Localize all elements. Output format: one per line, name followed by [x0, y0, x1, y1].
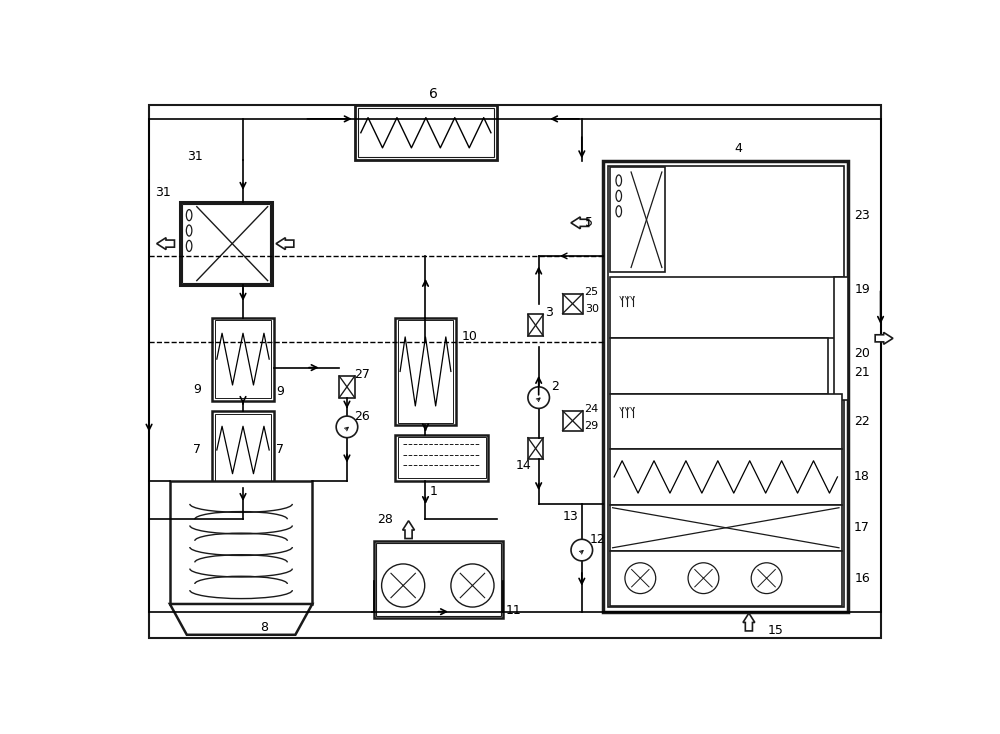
- Circle shape: [625, 563, 656, 594]
- Text: 22: 22: [854, 415, 870, 428]
- Polygon shape: [743, 613, 755, 631]
- Text: 7: 7: [276, 443, 284, 457]
- Bar: [610, 277, 842, 338]
- Bar: [528, 314, 543, 336]
- Bar: [610, 338, 828, 393]
- Text: 9: 9: [276, 385, 284, 398]
- Text: 27: 27: [354, 368, 370, 381]
- Circle shape: [336, 416, 358, 437]
- Text: 3: 3: [546, 306, 553, 319]
- Bar: [528, 437, 543, 459]
- Polygon shape: [157, 238, 174, 250]
- Bar: [182, 204, 270, 283]
- Text: 15: 15: [768, 624, 784, 636]
- Bar: [395, 318, 456, 425]
- Ellipse shape: [616, 175, 622, 186]
- Text: 14: 14: [515, 459, 531, 472]
- Bar: [610, 393, 842, 449]
- Bar: [398, 320, 453, 423]
- Bar: [834, 277, 848, 400]
- Ellipse shape: [186, 241, 192, 252]
- Bar: [339, 376, 355, 398]
- Text: 6: 6: [429, 87, 438, 101]
- Circle shape: [382, 564, 425, 607]
- Text: 1: 1: [430, 485, 438, 498]
- Bar: [608, 166, 844, 607]
- Bar: [610, 505, 842, 550]
- Text: 8: 8: [260, 620, 268, 633]
- Ellipse shape: [186, 225, 192, 236]
- Text: 13: 13: [562, 509, 578, 523]
- Circle shape: [528, 387, 549, 408]
- Text: 7: 7: [193, 443, 201, 457]
- Bar: [395, 435, 488, 481]
- Bar: [376, 543, 501, 616]
- Text: 10: 10: [461, 330, 477, 343]
- Text: 12: 12: [589, 533, 605, 546]
- Bar: [170, 481, 312, 604]
- Bar: [358, 108, 494, 157]
- Bar: [563, 294, 583, 313]
- Bar: [355, 105, 497, 161]
- Text: 19: 19: [854, 283, 870, 296]
- Bar: [374, 541, 503, 618]
- Text: 31: 31: [155, 186, 171, 200]
- Polygon shape: [875, 333, 893, 344]
- Polygon shape: [571, 217, 589, 229]
- Text: 5: 5: [585, 217, 593, 229]
- Text: 2: 2: [551, 380, 559, 393]
- Bar: [212, 318, 274, 401]
- Text: 9: 9: [194, 383, 201, 396]
- Circle shape: [751, 563, 782, 594]
- Text: 26: 26: [354, 410, 369, 423]
- Text: 11: 11: [506, 603, 522, 617]
- Polygon shape: [276, 238, 294, 250]
- Circle shape: [688, 563, 719, 594]
- Ellipse shape: [186, 210, 192, 221]
- Bar: [398, 437, 486, 479]
- Bar: [180, 202, 272, 286]
- Bar: [603, 161, 848, 611]
- Text: 25: 25: [585, 287, 599, 297]
- Text: 20: 20: [854, 347, 870, 360]
- Ellipse shape: [616, 190, 622, 201]
- Ellipse shape: [616, 206, 622, 217]
- Bar: [610, 449, 842, 505]
- Circle shape: [451, 564, 494, 607]
- Text: 29: 29: [584, 421, 599, 431]
- Text: 28: 28: [377, 513, 393, 526]
- Text: 23: 23: [854, 208, 870, 222]
- Bar: [563, 411, 583, 431]
- Text: 4: 4: [734, 142, 742, 156]
- Polygon shape: [403, 520, 414, 539]
- Text: 31: 31: [187, 150, 203, 163]
- Text: 17: 17: [854, 521, 870, 534]
- Circle shape: [571, 539, 593, 561]
- Bar: [212, 412, 274, 489]
- Bar: [610, 167, 665, 272]
- Polygon shape: [170, 604, 312, 635]
- Text: 18: 18: [854, 470, 870, 484]
- Bar: [215, 320, 271, 399]
- Text: 30: 30: [585, 304, 599, 314]
- Text: 24: 24: [584, 404, 599, 414]
- Text: 16: 16: [854, 572, 870, 585]
- Bar: [215, 414, 271, 486]
- Text: 21: 21: [854, 366, 870, 379]
- Bar: [610, 550, 842, 606]
